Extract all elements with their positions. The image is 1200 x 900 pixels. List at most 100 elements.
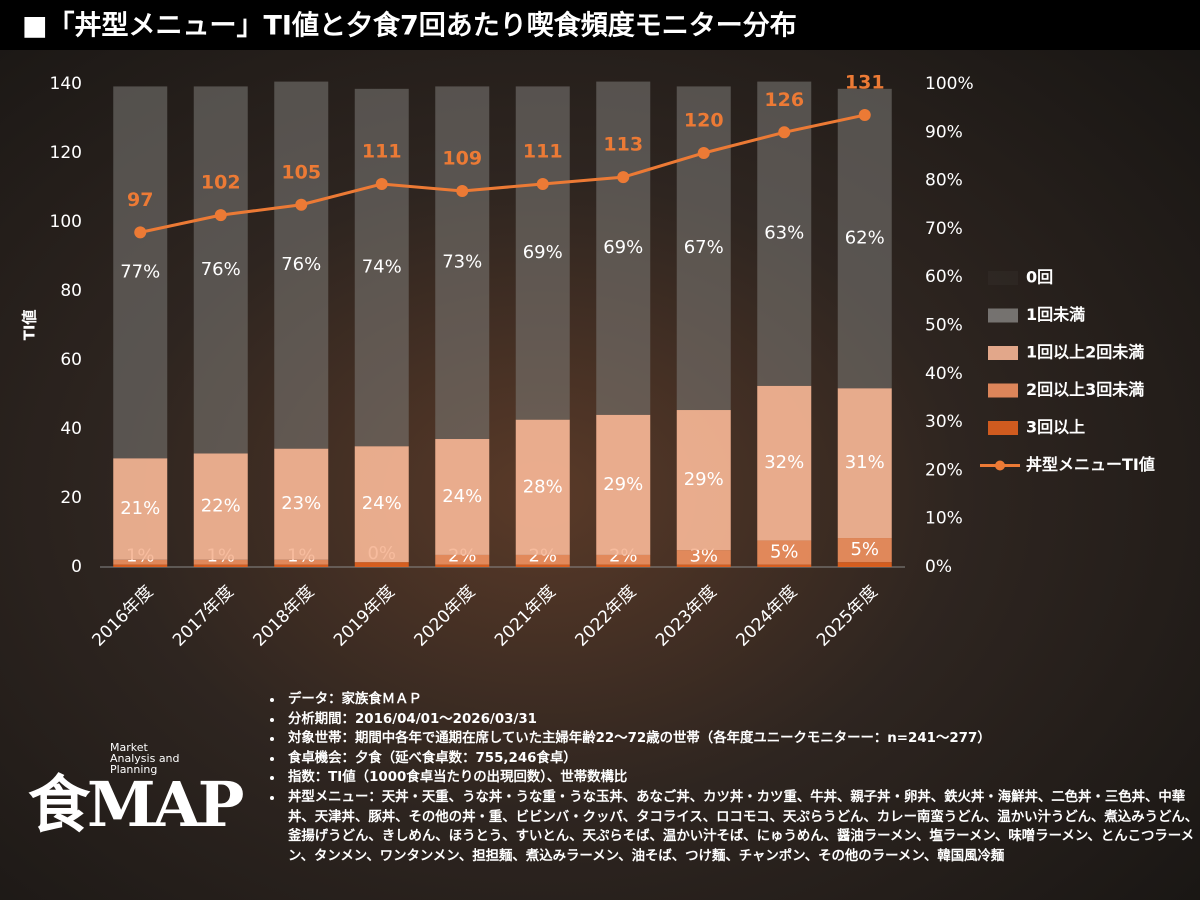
bar-segment — [837, 388, 892, 539]
line-label: 105 — [281, 161, 321, 183]
y2-tick-label: 90% — [925, 122, 963, 142]
bar-segment — [596, 554, 651, 565]
line-point — [214, 209, 227, 222]
value-label: 73% — [442, 252, 482, 273]
bar-segment — [193, 559, 248, 565]
y-tick-label: 100 — [50, 212, 82, 232]
value-label: 5% — [850, 539, 879, 560]
value-label: 32% — [764, 452, 804, 473]
bar-segment — [515, 554, 570, 565]
value-label: 21% — [120, 498, 160, 519]
value-label: 76% — [201, 259, 241, 280]
y2-tick-label: 50% — [925, 316, 963, 336]
line-point — [617, 171, 630, 184]
value-label: 63% — [764, 223, 804, 244]
note: 丼型メニュー：天丼・天重、うな丼・うな重・うな玉丼、あなご丼、カツ丼・カツ重、牛… — [284, 788, 1200, 866]
line-label: 111 — [362, 141, 402, 163]
value-label: 5% — [770, 542, 799, 563]
y2-tick-label: 10% — [925, 509, 963, 529]
line — [139, 113, 866, 234]
bar-segment — [113, 86, 168, 459]
line-label: 126 — [764, 89, 804, 111]
line-point — [697, 147, 710, 159]
x-tick-label: 2016年度 — [89, 582, 158, 651]
bar-segment — [274, 564, 329, 567]
line-label: 131 — [845, 72, 885, 94]
legend-swatch — [988, 421, 1018, 435]
legend-label: 2回以上3回未満 — [1026, 380, 1144, 399]
x-tick-label: 2024年度 — [733, 582, 802, 651]
y2-tick-label: 0% — [925, 557, 952, 577]
bar-segment — [193, 453, 248, 560]
bar-segment — [354, 446, 409, 563]
x-tick-label: 2021年度 — [491, 582, 560, 651]
bar-segment — [515, 86, 570, 420]
bar-segment — [757, 540, 812, 565]
line-point — [778, 126, 791, 139]
bar-segment — [193, 86, 248, 454]
line-point — [858, 109, 871, 122]
x-tick-label: 2025年度 — [813, 582, 882, 651]
y2-tick-label: 70% — [925, 219, 963, 239]
bar-segment — [676, 550, 731, 565]
note: 食卓機会：夕食（延べ食卓数：755,246食卓） — [284, 749, 1200, 769]
bar-segment — [676, 564, 731, 567]
bar-segment — [274, 559, 329, 565]
bar-segment — [837, 88, 892, 389]
value-label: 24% — [362, 493, 402, 514]
y-tick-label: 80 — [60, 281, 82, 301]
value-label: 29% — [684, 469, 724, 490]
x-tick-label: 2017年度 — [169, 582, 238, 651]
bar-segment — [757, 564, 812, 567]
line-label: 97 — [127, 189, 153, 211]
line-point — [456, 184, 469, 197]
y2-tick-label: 60% — [925, 267, 963, 287]
notes: データ：家族食ＭＡＰ分析期間：2016/04/01～2026/03/31対象世帯… — [262, 690, 1200, 866]
bar-segment — [354, 88, 409, 447]
value-label: 74% — [362, 257, 402, 278]
bar-segment — [435, 86, 490, 440]
legend-label: 1回未満 — [1026, 305, 1085, 324]
line-point — [536, 178, 549, 191]
legend-swatch — [988, 308, 1018, 323]
value-label: 22% — [201, 496, 241, 517]
bar-segment — [596, 564, 651, 567]
note: 指数：TI値（1000食卓当たりの出現回数）、世帯数構比 — [284, 768, 1200, 788]
value-label: 23% — [281, 493, 321, 514]
y-tick-label: 40 — [60, 419, 82, 439]
note: データ：家族食ＭＡＰ — [284, 690, 1200, 710]
legend-swatch — [988, 383, 1018, 398]
line-label: 113 — [603, 134, 643, 156]
x-tick-label: 2023年度 — [652, 582, 721, 651]
value-label: 76% — [281, 254, 321, 275]
y2-tick-label: 100% — [925, 74, 974, 94]
value-label: 67% — [684, 237, 724, 258]
legend-label: 1回以上2回未満 — [1026, 343, 1144, 362]
value-label: 69% — [523, 242, 563, 263]
bar-segment — [435, 439, 490, 555]
y-axis-label: TI値 — [21, 310, 39, 341]
value-label: 24% — [442, 486, 482, 507]
bar-segment — [676, 86, 731, 411]
bar-segment — [274, 81, 329, 449]
y2-tick-label: 30% — [925, 412, 963, 432]
x-tick-label: 2022年度 — [572, 582, 641, 651]
line-label: 120 — [684, 110, 724, 132]
value-label: 29% — [603, 474, 643, 495]
bar-segment — [596, 414, 651, 555]
bar-segment — [354, 562, 409, 567]
legend-swatch — [988, 346, 1018, 360]
y-tick-label: 140 — [50, 74, 82, 94]
y-tick-label: 60 — [60, 350, 82, 370]
logo-tagline: Market Analysis and Planning — [110, 741, 180, 776]
line-point — [295, 198, 308, 211]
note: 対象世帯：期間中各年で通期在席していた主婦年齢22～72歳の世帯（各年度ユニーク… — [284, 729, 1200, 749]
bar-segment — [596, 81, 651, 415]
line-label: 109 — [442, 147, 482, 169]
legend-label: 丼型メニューTI値 — [1026, 455, 1155, 474]
bar-segment — [435, 564, 490, 567]
bar-segment — [274, 448, 329, 560]
bar-segment — [515, 564, 570, 567]
